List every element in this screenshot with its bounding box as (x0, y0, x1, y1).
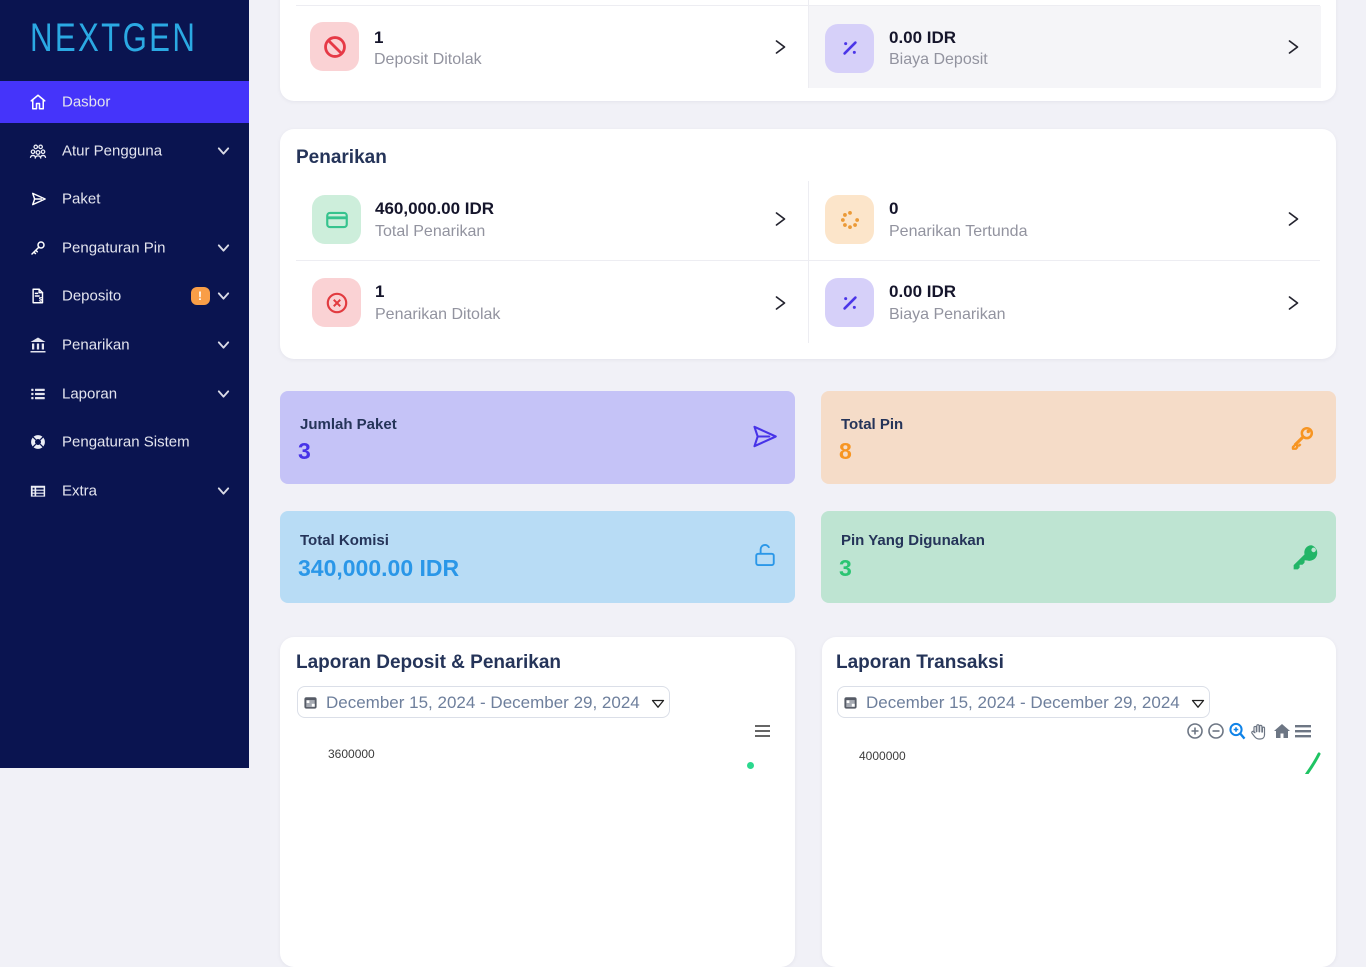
svg-text:$: $ (39, 297, 43, 304)
